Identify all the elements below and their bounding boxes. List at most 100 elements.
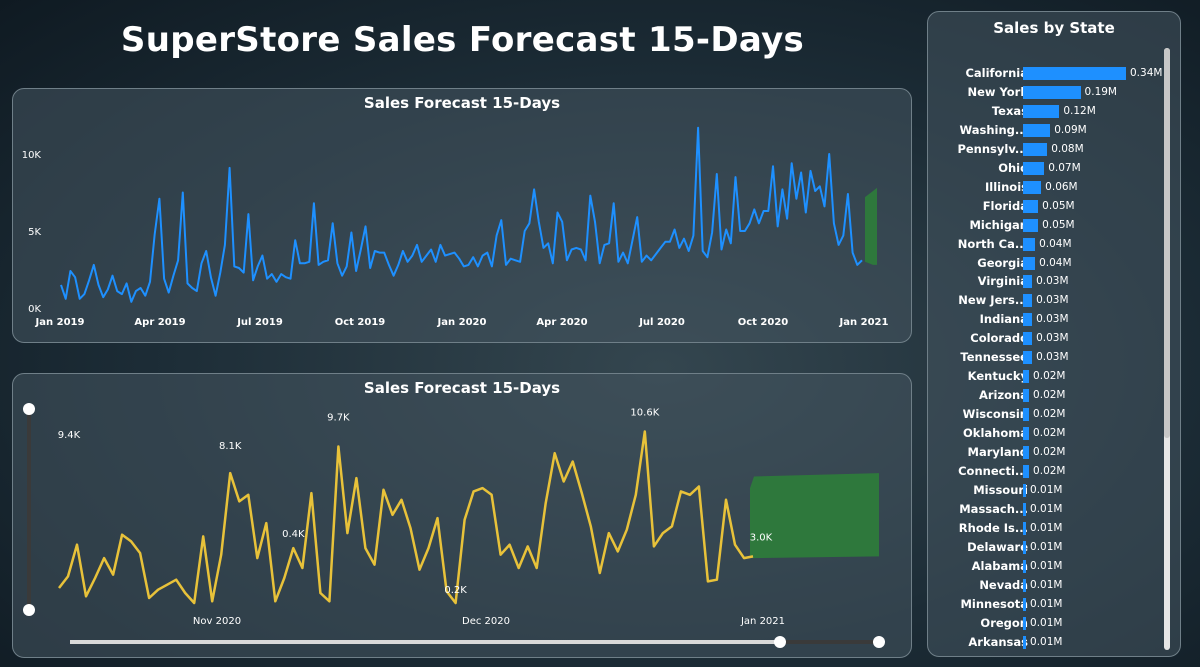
state-bar[interactable] [1023,199,1039,213]
x-tick-label: Nov 2020 [193,616,241,627]
state-bar-row[interactable]: Maryland 0.02M [928,443,1168,462]
state-bar[interactable] [1023,351,1033,365]
state-bar-row[interactable]: Kentucky 0.02M [928,367,1168,386]
state-bar[interactable] [1023,427,1030,441]
state-bar-row[interactable]: New York 0.19M [928,83,1168,102]
state-value-label: 0.02M [1033,427,1066,440]
state-bar[interactable] [1023,161,1045,175]
state-bar[interactable] [1023,313,1033,327]
vertical-range-handle-bottom[interactable] [23,604,35,616]
state-bar-row[interactable]: Colorado 0.03M [928,329,1168,348]
state-bar[interactable] [1023,616,1027,630]
state-bar-row[interactable]: Georgia 0.04M [928,254,1168,273]
state-bar-row[interactable]: Nevada 0.01M [928,576,1168,595]
state-bar-row[interactable]: Indiana 0.03M [928,310,1168,329]
top-forecast-chart[interactable]: 10K 5K 0K Jan 2019 Apr 2019 Jul 2019 Oct 2019 J… [13,89,911,342]
state-bar-row[interactable]: California 0.34M [928,64,1168,83]
state-bar-row[interactable]: Washing... 0.09M [928,121,1168,140]
state-name: Massach... [959,501,1028,516]
data-label: 0.4K [282,529,305,540]
state-bar[interactable] [1023,275,1033,289]
state-value-label: 0.02M [1033,389,1066,402]
state-bar[interactable] [1023,142,1048,156]
state-bar[interactable] [1023,389,1030,403]
state-bar[interactable] [1023,597,1027,611]
bottom-forecast-chart[interactable]: 9.4K 8.1K 9.7K 10.6K 0.4K 0.2K 3.0K Nov 2020 Dec… [13,374,911,657]
state-bar-row[interactable]: North Ca... 0.04M [928,235,1168,254]
state-value-label: 0.34M [1130,67,1163,79]
state-value-label: 0.04M [1039,256,1072,269]
state-bar[interactable] [1023,540,1027,554]
state-scrollbar-thumb[interactable] [1164,48,1170,438]
state-value-label: 0.01M [1030,597,1063,610]
state-bar[interactable] [1023,256,1036,270]
state-bar[interactable] [1023,521,1027,535]
x-tick-label: Jul 2019 [236,317,283,328]
state-bar[interactable] [1023,502,1027,516]
state-bar[interactable] [1023,294,1033,308]
state-bar[interactable] [1023,559,1027,573]
state-bar[interactable] [1023,464,1030,478]
state-name: Michigan [969,217,1028,232]
state-bar-row[interactable]: Alabama 0.01M [928,557,1168,576]
state-bar[interactable] [1023,104,1060,118]
state-bar-row[interactable]: Rhode Is... 0.01M [928,519,1168,538]
y-tick-label: 10K [22,150,42,161]
bottom-chart-title: Sales Forecast 15-Days [363,379,561,397]
state-bar-row[interactable]: Pennsylv... 0.08M [928,140,1168,159]
state-name: Ohio [998,160,1028,175]
state-bar[interactable] [1023,237,1036,251]
state-bar[interactable] [1023,483,1027,497]
state-bar-row[interactable]: Michigan 0.05M [928,216,1168,235]
vertical-range-handle-top[interactable] [23,403,35,415]
horizontal-range-handle-left[interactable] [774,636,786,648]
state-value-label: 0.01M [1030,521,1063,534]
state-scrollbar[interactable] [1164,48,1170,650]
state-value-label: 0.01M [1030,483,1063,496]
state-bar-row[interactable]: Missouri 0.01M [928,481,1168,500]
state-bar-row[interactable]: Delaware 0.01M [928,538,1168,557]
state-bar[interactable] [1023,123,1051,137]
state-value-label: 0.03M [1036,313,1069,326]
state-bar[interactable] [1023,408,1030,422]
state-bar-row[interactable]: Arizona 0.02M [928,386,1168,405]
history-series-line [60,126,863,303]
state-value-label: 0.03M [1036,294,1069,307]
state-bar[interactable] [1023,578,1027,592]
state-value-label: 0.01M [1030,635,1063,648]
state-bar-row[interactable]: Virginia 0.03M [928,272,1168,291]
state-bar-row[interactable]: Florida 0.05M [928,197,1168,216]
state-bar-row[interactable]: Oklahoma 0.02M [928,424,1168,443]
state-value-label: 0.05M [1042,199,1075,212]
page-title: SuperStore Sales Forecast 15-Days [120,20,805,60]
state-bar[interactable] [1023,332,1033,346]
daily-sales-line [58,430,754,605]
state-bar-row[interactable]: Oregon 0.01M [928,614,1168,633]
state-bar-row[interactable]: New Jers... 0.03M [928,291,1168,310]
state-bar-row[interactable]: Tennessee 0.03M [928,348,1168,367]
state-bar-row[interactable]: Illinois 0.06M [928,178,1168,197]
state-bar-row[interactable]: Connecti... 0.02M [928,462,1168,481]
state-bar-row[interactable]: Wisconsin 0.02M [928,405,1168,424]
state-bar[interactable] [1023,85,1081,99]
state-name: New Jers... [958,293,1028,308]
state-bar-row[interactable]: Minnesota 0.01M [928,595,1168,614]
state-bar-row[interactable]: Massach... 0.01M [928,500,1168,519]
state-bar-row[interactable]: Ohio 0.07M [928,159,1168,178]
horizontal-range-handle-right[interactable] [873,636,885,648]
state-bar[interactable] [1023,180,1042,194]
x-tick-label: Oct 2020 [738,317,789,328]
state-bar[interactable] [1023,370,1030,384]
state-bar-row[interactable]: Arkansas 0.01M [928,633,1168,652]
state-name: Georgia [977,255,1028,270]
state-name: Minnesota [960,596,1028,611]
state-bar-row[interactable]: Texas 0.12M [928,102,1168,121]
forecast-area [750,473,879,559]
forecast-area [865,187,877,265]
state-value-label: 0.19M [1084,85,1117,98]
state-bar[interactable] [1023,446,1030,459]
state-bar[interactable] [1023,67,1126,80]
state-bar[interactable] [1023,218,1039,232]
state-bar[interactable] [1023,635,1027,649]
bottom-forecast-panel: Sales Forecast 15-Days 9.4K 8.1K 9.7K 10.6K… [12,373,912,658]
